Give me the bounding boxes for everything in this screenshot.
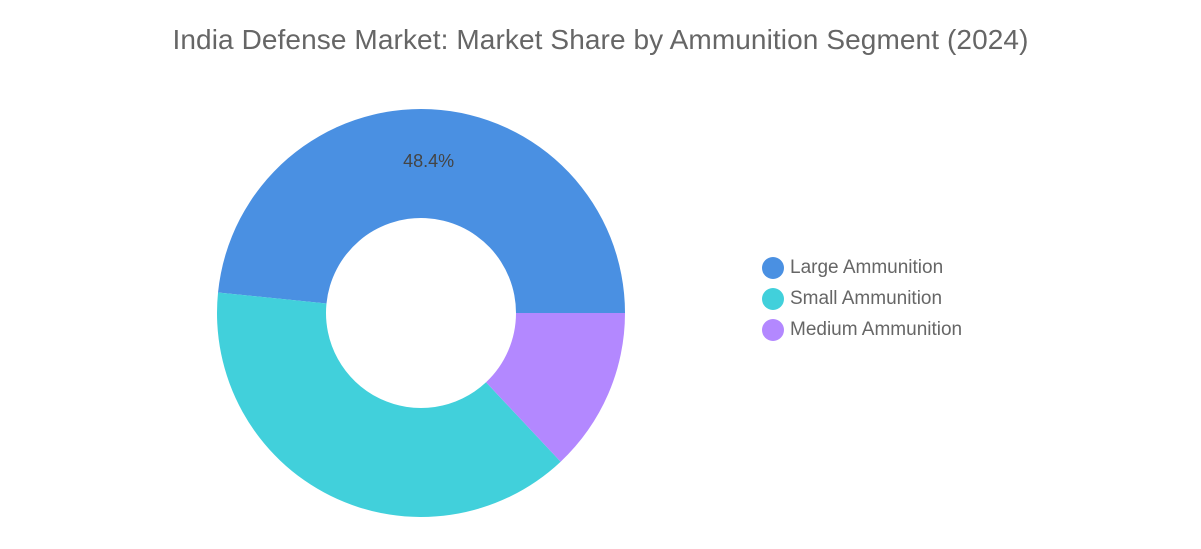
slice-value-label: 48.4% (403, 151, 454, 171)
slice-small-ammunition[interactable] (217, 292, 561, 517)
chart-legend: Large Ammunition Small Ammunition Medium A… (762, 252, 962, 345)
donut-slices (217, 108, 625, 517)
slice-medium-ammunition[interactable] (486, 313, 625, 462)
legend-swatch (762, 318, 784, 341)
legend-swatch (762, 256, 784, 279)
legend-label: Small Ammunition (790, 287, 943, 309)
legend-item-medium-ammunition[interactable]: Medium Ammunition (762, 314, 962, 345)
slice-large-ammunition[interactable] (218, 108, 625, 313)
legend-label: Large Ammunition (790, 256, 944, 278)
legend-label: Medium Ammunition (790, 318, 963, 340)
chart-title: India Defense Market: Market Share by Am… (172, 24, 1029, 55)
legend-swatch (762, 287, 784, 310)
legend-item-large-ammunition[interactable]: Large Ammunition (762, 252, 962, 283)
slice-labels: 48.4% (403, 151, 454, 171)
legend-item-small-ammunition[interactable]: Small Ammunition (762, 283, 962, 314)
